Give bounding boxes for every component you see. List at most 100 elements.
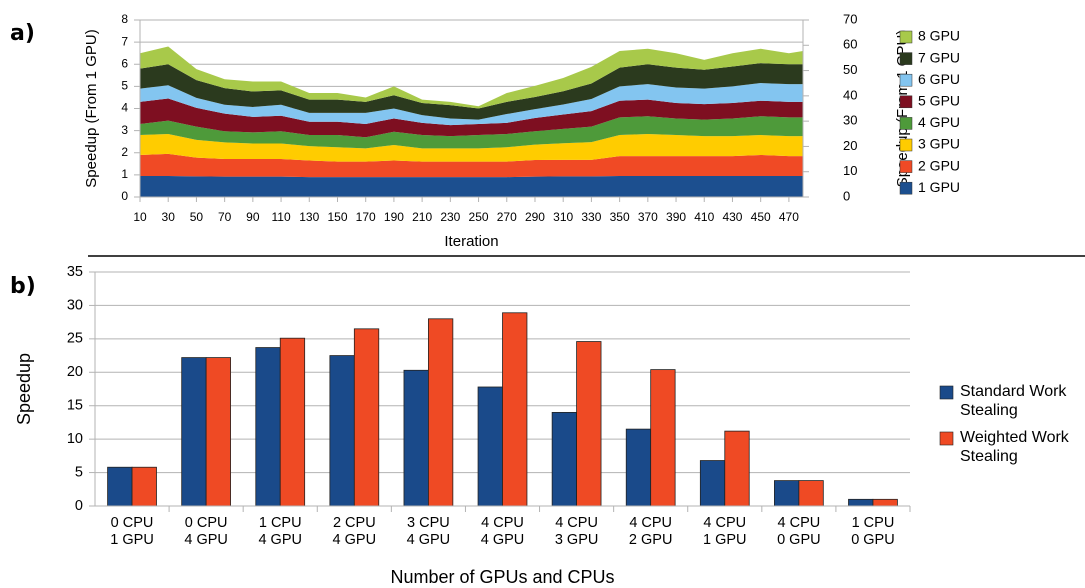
x-tick-label: 90	[246, 210, 260, 224]
x-tick-label: 390	[666, 210, 686, 224]
bar	[551, 411, 577, 507]
bar	[477, 386, 503, 507]
bar	[205, 357, 231, 507]
x-axis-label: Iteration	[444, 233, 498, 250]
x-tick-label: 3 CPU	[407, 515, 450, 531]
y-tick-label: 30	[67, 297, 83, 313]
panel-label: b)	[10, 274, 36, 299]
y-tick-label: 2	[121, 145, 128, 159]
area-layer	[140, 116, 803, 149]
y-tick-label: 8	[121, 12, 128, 26]
x-tick-label: 0 GPU	[777, 532, 821, 548]
area-layer	[140, 98, 803, 138]
bar	[329, 355, 355, 507]
x-tick-label: 330	[581, 210, 601, 224]
bar	[650, 369, 676, 507]
bar	[798, 480, 824, 507]
area-layer	[140, 63, 803, 120]
x-tick-label: 2 CPU	[333, 515, 376, 531]
legend-swatch	[899, 117, 913, 130]
area-layer	[140, 133, 803, 162]
y-tick-label: 20	[67, 364, 83, 380]
y-tick-label: 10	[67, 431, 83, 447]
legend-swatch	[899, 73, 913, 87]
y-tick-label: 35	[67, 264, 83, 280]
x-tick-label: 3 GPU	[555, 532, 599, 548]
y-tick-label: 0	[121, 189, 128, 203]
legend-swatch	[899, 30, 913, 44]
area-layer	[140, 46, 803, 109]
y-tick-label: 5	[75, 464, 83, 480]
legend-swatch	[899, 160, 913, 173]
x-tick-label: 4 GPU	[184, 532, 228, 548]
x-tick-label: 410	[694, 210, 714, 224]
x-tick-label: 4 GPU	[333, 532, 377, 548]
x-tick-label: 1 GPU	[110, 532, 154, 548]
x-tick-label: 150	[327, 210, 347, 224]
bar	[403, 369, 429, 507]
y-tick-label: 6	[121, 56, 128, 70]
y-tick-label: 5	[121, 79, 128, 93]
legend-swatch	[899, 95, 913, 109]
x-tick-label: 4 CPU	[778, 515, 821, 531]
y2-tick-label: 50	[843, 62, 857, 77]
bar	[181, 357, 207, 507]
area-layer	[140, 83, 803, 126]
legend-swatch	[939, 385, 954, 400]
y-tick-label: 7	[121, 34, 128, 48]
y2-tick-label: 40	[843, 87, 857, 102]
legend-swatch	[899, 181, 913, 195]
x-tick-label: 230	[440, 210, 460, 224]
y-axis-label: Speedup (From 1 GPU)	[83, 29, 100, 187]
x-tick-label: 2 GPU	[629, 532, 673, 548]
x-tick-label: 110	[271, 210, 290, 224]
x-tick-label: 4 GPU	[407, 532, 451, 548]
x-tick-label: 190	[384, 210, 404, 224]
y2-tick-label: 10	[843, 163, 857, 178]
x-tick-label: 4 GPU	[258, 532, 302, 548]
y2-tick-label: 60	[843, 37, 857, 52]
y-tick-label: 4	[121, 101, 128, 115]
y-tick-label: 1	[121, 167, 128, 181]
x-tick-label: 450	[751, 210, 771, 224]
y-tick-label: 0	[75, 498, 83, 514]
bar	[428, 318, 454, 507]
x-axis-label: Number of GPUs and CPUs	[390, 567, 614, 587]
area-layer	[140, 153, 803, 178]
legend-label: 8 GPU	[918, 28, 960, 44]
bar	[724, 430, 750, 507]
area-layer	[140, 175, 803, 197]
x-tick-label: 210	[412, 210, 432, 224]
x-tick-label: 0 CPU	[185, 515, 228, 531]
x-tick-label: 270	[497, 210, 517, 224]
x-tick-label: 370	[638, 210, 658, 224]
x-tick-label: 170	[356, 210, 376, 224]
legend-label: Weighted Work Stealing	[960, 429, 1069, 465]
y-tick-label: 3	[121, 123, 128, 137]
y2-tick-label: 70	[843, 11, 857, 26]
y2-tick-label: 20	[843, 138, 857, 153]
x-tick-label: 50	[190, 210, 204, 224]
bar	[107, 466, 133, 507]
y-tick-label: 15	[67, 398, 83, 414]
legend-label: 5 GPU	[918, 93, 960, 109]
legend-swatch	[899, 52, 913, 65]
legend-label: 1 GPU	[918, 179, 960, 195]
bar	[872, 498, 898, 507]
x-tick-label: 350	[610, 210, 630, 224]
x-tick-label: 0 CPU	[111, 515, 154, 531]
bar	[502, 312, 528, 507]
legend-label: 6 GPU	[918, 71, 960, 87]
y2-tick-label: 0	[843, 188, 850, 203]
legend-label: 3 GPU	[918, 136, 960, 152]
x-tick-label: 10	[133, 210, 147, 224]
x-tick-label: 4 GPU	[481, 532, 525, 548]
x-tick-label: 4 CPU	[703, 515, 746, 531]
legend-entry: Weighted Work Stealing	[960, 429, 1069, 465]
areas	[140, 46, 803, 197]
bar	[699, 460, 726, 507]
bar	[576, 341, 602, 507]
legend-label: Standard Work Stealing	[960, 383, 1067, 419]
bar	[625, 428, 652, 507]
